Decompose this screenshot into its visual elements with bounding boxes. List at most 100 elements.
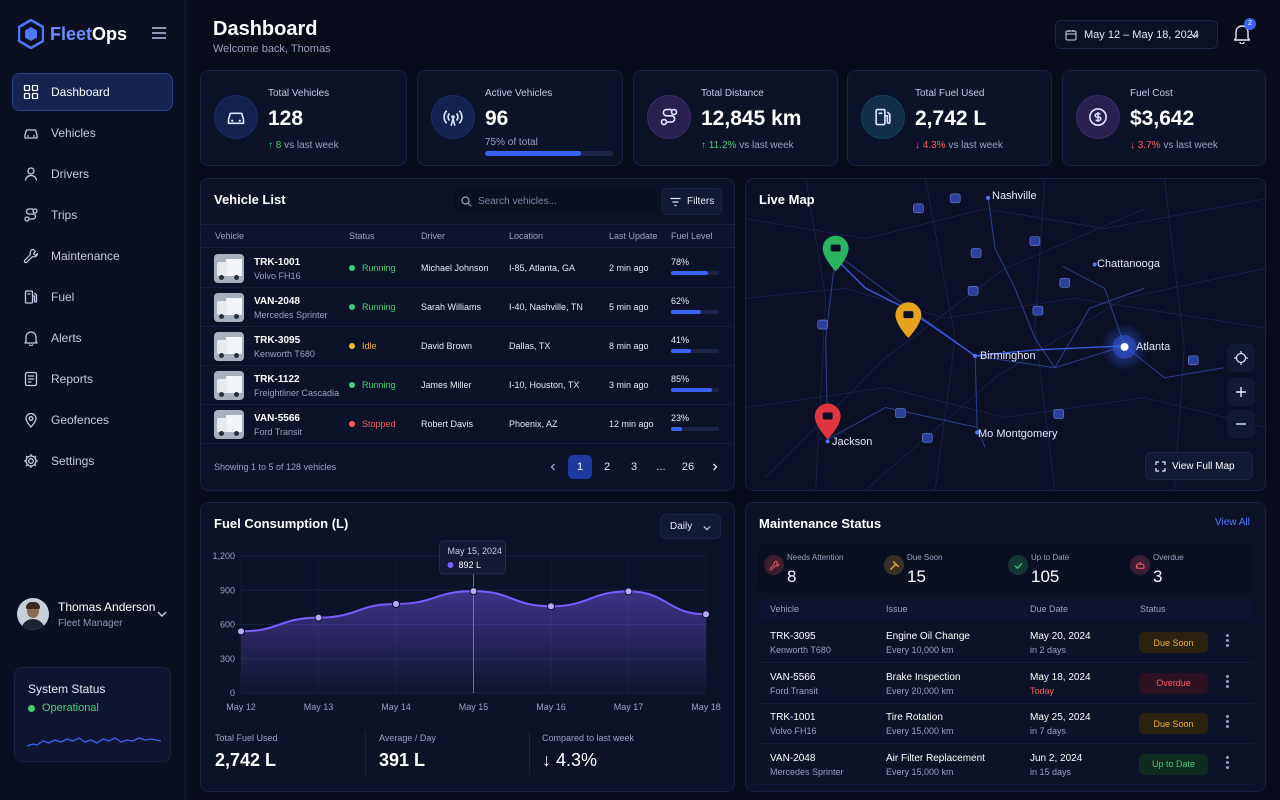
- more-options-icon[interactable]: [1226, 674, 1230, 690]
- page-3-button[interactable]: 3: [630, 461, 638, 473]
- brand-name: FleetOps: [50, 23, 128, 44]
- table-row[interactable]: TRK-1122 Freightliner Cascadia Running Jame…: [201, 366, 734, 405]
- more-options-icon[interactable]: [1226, 755, 1230, 771]
- sidebar-item-alerts[interactable]: Alerts: [12, 319, 173, 357]
- col-location[interactable]: Location: [509, 231, 544, 241]
- locate-button[interactable]: [1227, 344, 1255, 372]
- driver-name: David Brown: [421, 341, 473, 351]
- table-row[interactable]: TRK-3095 Kenworth T680 Idle David Brown Dall…: [201, 327, 734, 366]
- sidebar-item-dashboard[interactable]: Dashboard: [12, 73, 173, 111]
- status-badge: Up to Date: [1139, 753, 1208, 775]
- col-issue[interactable]: Issue: [886, 604, 908, 614]
- view-full-map-button[interactable]: View Full Map: [1145, 452, 1253, 480]
- dollar-icon: [1077, 96, 1119, 138]
- fuel-level: 41%: [671, 335, 719, 353]
- table-row[interactable]: VAN-5566 Ford Transit Brake Inspection Ever…: [758, 664, 1253, 704]
- table-row[interactable]: VAN-2048 Mercedes Sprinter Running Sarah Wi…: [201, 288, 734, 327]
- stat-change: ↑ 11.2% vs last week: [701, 140, 794, 151]
- last-update: 8 min ago: [609, 341, 649, 351]
- page-1-button[interactable]: 1: [568, 455, 592, 479]
- stat-card-total-fuel-used[interactable]: Total Fuel Used 2,742 L ↓ 4.3% vs last wee…: [847, 70, 1052, 166]
- fuel-consumption-chart[interactable]: 0 300 600 900 1,200 May 12 May 13 May 14 May 15 M…: [201, 539, 736, 759]
- col-vehicle[interactable]: Vehicle: [770, 604, 800, 614]
- menu-toggle-icon[interactable]: [152, 27, 166, 39]
- brand-logo[interactable]: FleetOps: [18, 19, 127, 49]
- sidebar-item-fuel[interactable]: Fuel: [12, 278, 173, 316]
- next-page-button[interactable]: [703, 455, 727, 479]
- grid-icon: [23, 84, 39, 100]
- stat-card-fuel-cost[interactable]: Fuel Cost $3,642 ↓ 3.7% vs last week: [1062, 70, 1266, 166]
- vehicle-id: VAN-5566: [770, 671, 816, 683]
- more-options-icon[interactable]: [1226, 634, 1230, 649]
- city-label-montgomery: Mo Montgomery: [978, 428, 1058, 440]
- vehicle-model: Mercedes Sprinter: [770, 766, 844, 777]
- sidebar-item-trips[interactable]: Trips: [12, 196, 173, 234]
- sidebar-item-settings[interactable]: Settings: [12, 442, 173, 480]
- x-tick-label: May 17: [614, 702, 644, 712]
- status-badge: Idle: [349, 341, 377, 351]
- zoom-in-button[interactable]: [1227, 378, 1255, 406]
- sidebar-item-vehicles[interactable]: Vehicles: [12, 114, 173, 152]
- stat-value: 96: [485, 107, 509, 130]
- data-point: [547, 602, 555, 611]
- user-profile[interactable]: Thomas Anderson Fleet Manager: [17, 598, 177, 630]
- col-status[interactable]: Status: [349, 231, 375, 241]
- tooltip-legend-dot: [447, 562, 454, 568]
- driver-name: Sarah Williams: [421, 302, 482, 312]
- vehicle-table-header: Vehicle Status Driver Location Last Upda…: [201, 224, 734, 248]
- page-2-button[interactable]: 2: [603, 461, 611, 473]
- chevron-left-icon: [550, 463, 555, 471]
- due-in: in 7 days: [1030, 726, 1067, 736]
- sidebar-item-drivers[interactable]: Drivers: [12, 155, 173, 193]
- vehicle-search-input[interactable]: Search vehicles...: [454, 189, 657, 214]
- chevron-down-icon[interactable]: [157, 609, 167, 619]
- due-date: May 25, 2024: [1030, 712, 1091, 723]
- col-fuel-level[interactable]: Fuel Level: [671, 231, 713, 241]
- vehicle-model: Kenworth T680: [770, 645, 831, 655]
- stat-card-total-vehicles[interactable]: Total Vehicles 128 ↑ 8 vs last week: [200, 70, 407, 166]
- col-driver[interactable]: Driver: [421, 231, 445, 241]
- table-row[interactable]: VAN-2048 Mercedes Sprinter Air Filter Repl…: [758, 745, 1253, 785]
- vehicle-model: Kenworth T680: [254, 349, 315, 359]
- zoom-out-button[interactable]: [1227, 410, 1255, 438]
- vehicle-id: VAN-5566: [254, 413, 300, 424]
- col-last-update[interactable]: Last Update: [609, 231, 658, 241]
- date-range-picker[interactable]: May 12 – May 18, 2024: [1055, 20, 1218, 49]
- city-label-nashville: Nashville: [992, 190, 1037, 202]
- vehicle-location: I-10, Houston, TX: [509, 380, 580, 390]
- city-label-chattanooga: Chattanooga: [1097, 258, 1160, 270]
- table-row[interactable]: VAN-5566 Ford Transit Stopped Robert Davis P…: [201, 405, 734, 444]
- sidebar-item-label: Alerts: [51, 331, 82, 345]
- stat-card-active-vehicles[interactable]: Active Vehicles 96 75% of total: [417, 70, 623, 166]
- vehicle-thumbnail: [214, 254, 244, 283]
- stat-change: ↓ 3.7% vs last week: [1130, 140, 1218, 151]
- sidebar-item-label: Drivers: [51, 167, 89, 181]
- table-row[interactable]: TRK-1001 Volvo FH16 Tire Rotation Every 15,…: [758, 704, 1253, 744]
- sidebar-item-maintenance[interactable]: Maintenance: [12, 237, 173, 275]
- page-26-button[interactable]: 26: [681, 461, 695, 473]
- table-row[interactable]: TRK-3095 Kenworth T680 Engine Oil Change Ev…: [758, 623, 1253, 663]
- last-update: 2 min ago: [609, 263, 649, 273]
- signal-icon: [432, 96, 474, 138]
- sidebar-item-label: Fuel: [51, 290, 75, 304]
- map-canvas[interactable]: [746, 179, 1265, 490]
- prev-page-button[interactable]: [541, 455, 565, 479]
- maintenance-interval: Every 10,000 km: [886, 645, 954, 655]
- sidebar-nav: Dashboard Vehicles Drivers Trips Maintenance…: [12, 73, 173, 483]
- col-vehicle[interactable]: Vehicle: [215, 231, 245, 241]
- stat-change: ↑ 8 vs last week: [268, 140, 339, 151]
- sidebar-item-reports[interactable]: Reports: [12, 360, 173, 398]
- table-row[interactable]: TRK-1001 Volvo FH16 Running Michael Johnson…: [201, 249, 734, 288]
- more-options-icon[interactable]: [1226, 715, 1230, 730]
- notifications-button[interactable]: 2: [1231, 18, 1256, 46]
- summary-total-fuel: Total Fuel Used 2,742 L: [215, 733, 278, 770]
- vehicle-list-title: Vehicle List: [214, 192, 286, 207]
- col-status[interactable]: Status: [1140, 604, 1166, 614]
- maintenance-interval: Every 15,000 km: [886, 726, 954, 736]
- period-select[interactable]: Daily: [660, 514, 721, 539]
- view-all-link[interactable]: View All: [1215, 517, 1250, 528]
- col-due-date[interactable]: Due Date: [1030, 604, 1069, 614]
- filters-button[interactable]: Filters: [662, 188, 722, 215]
- stat-card-total-distance[interactable]: Total Distance 12,845 km ↑ 11.2% vs last w…: [633, 70, 838, 166]
- sidebar-item-geofences[interactable]: Geofences: [12, 401, 173, 439]
